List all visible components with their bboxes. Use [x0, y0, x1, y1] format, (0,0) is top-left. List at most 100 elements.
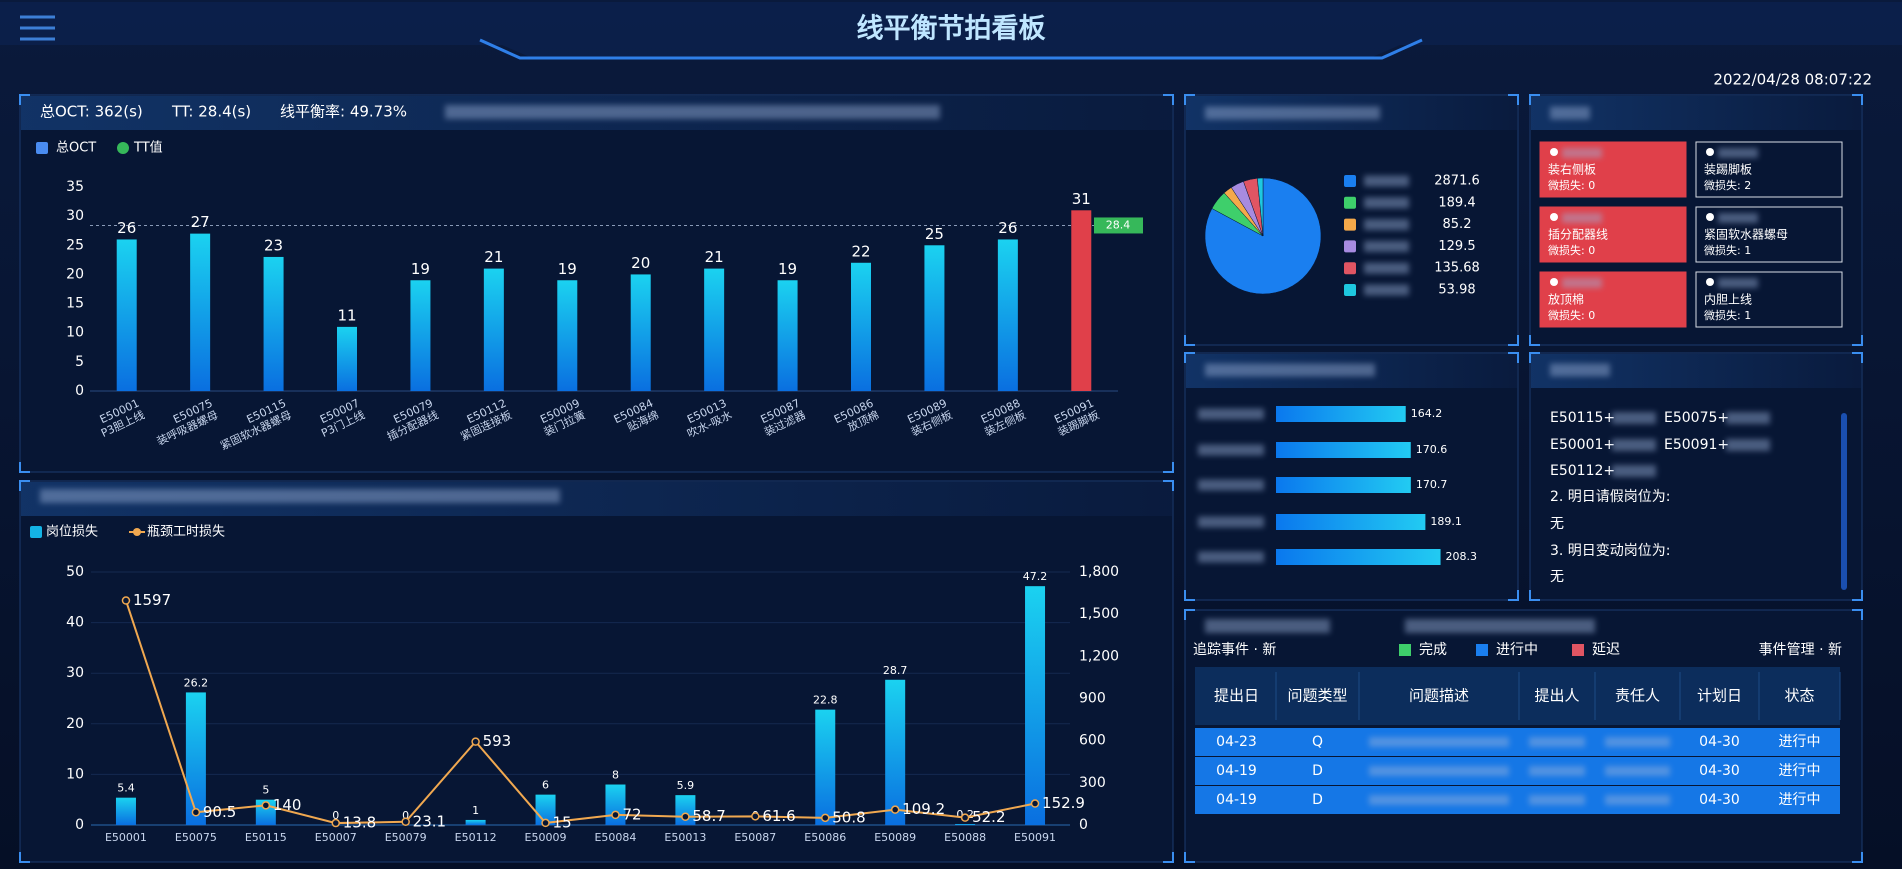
panel-corner — [1852, 590, 1863, 601]
line-value-label: 152.9 — [1042, 794, 1085, 812]
y-tick-label: 15 — [66, 296, 84, 312]
bar-value-label: 31 — [1072, 190, 1091, 208]
y2-tick-label: 1,800 — [1079, 564, 1119, 580]
legend-swatch — [133, 528, 141, 536]
blurred-text — [1198, 444, 1264, 456]
y-tick-label: 35 — [66, 179, 84, 195]
panel-corner — [1529, 94, 1540, 105]
bar — [116, 239, 137, 391]
header-glow — [479, 38, 1423, 60]
person-icon — [1706, 278, 1714, 286]
bar-value-label: 26 — [998, 219, 1017, 237]
bar-value-label: 208.3 — [1446, 550, 1478, 563]
line-point — [541, 818, 550, 828]
bar-value-label: 0 — [332, 809, 339, 822]
menu-icon[interactable] — [20, 15, 55, 41]
blurred-text — [1605, 766, 1670, 776]
blurred-text — [1726, 439, 1770, 451]
table-cell: 04-19 — [1216, 763, 1257, 779]
y-tick-label: 25 — [66, 237, 84, 253]
blurred-text — [1198, 408, 1264, 420]
bar-value-label: 11 — [337, 306, 356, 324]
panel-corner — [1852, 94, 1863, 105]
table-cell: Q — [1312, 734, 1323, 750]
blurred-text — [1718, 278, 1758, 288]
person-icon — [1706, 213, 1714, 221]
line-point — [1030, 799, 1040, 808]
panel-corner — [19, 462, 30, 473]
panel — [19, 480, 1174, 863]
y2-tick-label: 900 — [1079, 691, 1106, 707]
blurred-text — [445, 105, 940, 119]
bar-value-label: 19 — [411, 260, 430, 278]
line-point — [121, 596, 131, 605]
y-tick-label: 30 — [66, 208, 84, 224]
legend-swatch — [1476, 644, 1488, 656]
bar-value-label: 25 — [925, 225, 944, 243]
bar — [955, 823, 976, 825]
panel-corner — [1184, 94, 1195, 105]
bar — [997, 239, 1018, 391]
bar-value-label: 27 — [191, 213, 210, 231]
task-name: 插分配器线 — [1548, 228, 1608, 242]
blurred-text — [1529, 766, 1585, 776]
legend-swatch — [1399, 644, 1411, 656]
panel-corner — [1184, 335, 1195, 346]
legend-value: 2871.6 — [1434, 174, 1480, 189]
y-tick-label: 10 — [66, 325, 84, 341]
bar-value-label: 8 — [612, 769, 619, 782]
y2-tick-label: 0 — [1079, 817, 1088, 833]
bar-value-label: 23 — [264, 236, 283, 254]
blurred-text — [1562, 278, 1602, 288]
task-name: 装踢脚板 — [1704, 162, 1752, 177]
y-tick-label: 30 — [66, 665, 84, 681]
bar — [483, 268, 504, 391]
blurred-text — [1529, 795, 1585, 805]
panel-corner — [1163, 852, 1174, 863]
bar — [777, 280, 798, 391]
blurred-text — [1364, 240, 1409, 252]
y-tick-label: 5 — [75, 354, 84, 370]
notice-text: 2. 明日请假岗位为: — [1550, 489, 1671, 505]
line-point — [751, 812, 760, 821]
y-tick-label: 40 — [66, 615, 84, 631]
bar — [1071, 210, 1092, 391]
line-value-label: 1597 — [133, 591, 171, 609]
pdca-left-label: 追踪事件 · 新 — [1193, 642, 1276, 658]
blurred-text — [1198, 551, 1264, 563]
bar-value-label: 189.1 — [1430, 515, 1462, 528]
bar — [557, 280, 578, 391]
panel-corner — [1529, 352, 1540, 363]
pdca-right-label: 事件管理 · 新 — [1759, 642, 1842, 658]
table-cell: 进行中 — [1779, 763, 1821, 779]
y2-tick-label: 1,200 — [1079, 648, 1119, 664]
panel-corner — [1184, 609, 1195, 620]
y-tick-label: 20 — [66, 716, 84, 732]
x-tick-label: E50009 — [525, 831, 567, 844]
y-tick-label: 10 — [66, 766, 84, 782]
panel-corner — [1508, 335, 1519, 346]
legend-label: 瓶颈工时损失 — [147, 525, 225, 540]
person-icon — [1550, 278, 1558, 286]
panel — [19, 94, 1174, 473]
bar-value-label: 6 — [542, 779, 549, 792]
notice-text: 3. 明日变动岗位为: — [1550, 543, 1671, 559]
x-tick-label: E50001 — [105, 831, 147, 844]
y-tick-label: 0 — [75, 817, 84, 833]
panel-corner — [1184, 352, 1195, 363]
bar — [815, 709, 836, 825]
line-point — [611, 810, 620, 820]
bar — [1276, 549, 1441, 565]
blurred-text — [1364, 219, 1409, 231]
blurred-text — [1718, 148, 1758, 158]
blurred-text — [1205, 619, 1330, 633]
blurred-text — [1369, 766, 1509, 776]
x-tick-label: E50013 — [664, 831, 706, 844]
person-icon — [1706, 148, 1714, 156]
legend-label: TT值 — [133, 140, 163, 156]
notice-text: 无 — [1550, 516, 1564, 532]
bar-value-label: 0 — [402, 809, 409, 822]
notice-text: E50091+ — [1664, 437, 1729, 453]
task-loss: 微损失: 1 — [1704, 243, 1751, 257]
line-point — [331, 818, 340, 828]
